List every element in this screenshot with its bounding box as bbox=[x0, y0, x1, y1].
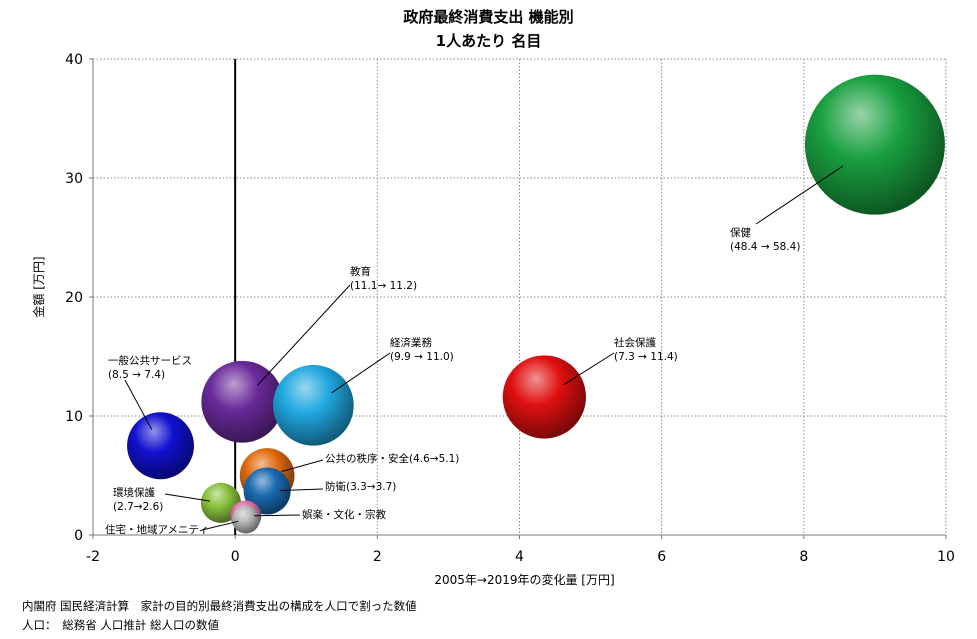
data-label-hoken: 保健 bbox=[730, 226, 751, 239]
y-axis-label: 金額 [万円] bbox=[31, 256, 46, 317]
leader-line-shakai bbox=[563, 352, 615, 386]
data-label-ippan: 一般公共サービス bbox=[108, 354, 192, 367]
data-label-value-shakai: (7.3 → 11.4) bbox=[614, 351, 678, 363]
leader-line-goraku bbox=[254, 514, 301, 517]
leader-line-kankyo bbox=[164, 493, 211, 502]
data-label-goraku: 娯楽・文化・宗教 bbox=[302, 508, 386, 521]
x-tick-label: 2 bbox=[373, 549, 382, 565]
data-label-shakai: 社会保護 bbox=[614, 336, 656, 349]
x-tick-label: 0 bbox=[231, 549, 240, 565]
x-tick-label: 6 bbox=[657, 549, 666, 565]
bubble-shakai bbox=[502, 355, 587, 439]
data-label-keizai: 経済業務 bbox=[390, 336, 432, 349]
bubble-boei bbox=[243, 467, 291, 515]
leader-line-boei bbox=[280, 488, 324, 492]
bubble-ippan bbox=[127, 412, 195, 480]
data-label-boei: 防衛(3.3→3.7) bbox=[325, 480, 396, 493]
leader-line-jutaku bbox=[201, 520, 239, 531]
data-label-value-ippan: (8.5 → 7.4) bbox=[108, 369, 165, 381]
source-note-2: 人口： 総務省 人口推計 総人口の数値 bbox=[22, 618, 220, 632]
data-label-kyoiku: 教育 bbox=[350, 265, 371, 278]
data-label-kankyo: 環境保護 bbox=[113, 486, 155, 499]
data-label-chitsujo: 公共の秩序・安全(4.6→5.1) bbox=[325, 452, 459, 465]
y-tick-label: 30 bbox=[65, 171, 83, 187]
bubble-keizai bbox=[273, 364, 354, 446]
source-note-1: 内閣府 国民経済計算 家計の目的別最終消費支出の構成を人口で割った数値 bbox=[22, 599, 417, 613]
leader-line-keizai bbox=[331, 352, 391, 394]
x-tick-label: 4 bbox=[515, 549, 524, 565]
chart-title-line1: 政府最終消費支出 機能別 bbox=[403, 8, 574, 26]
data-label-value-kyoiku: (11.1→ 11.2) bbox=[350, 280, 417, 292]
x-tick-label: -2 bbox=[86, 549, 100, 565]
leader-line-kyoiku bbox=[257, 284, 351, 386]
x-tick-label: 8 bbox=[799, 549, 808, 565]
y-tick-label: 40 bbox=[65, 52, 83, 68]
y-tick-label: 0 bbox=[74, 528, 83, 544]
x-tick-label: 10 bbox=[937, 549, 955, 565]
leader-line-ippan bbox=[124, 379, 153, 430]
data-label-jutaku: 住宅・地域アメニティ bbox=[105, 523, 209, 536]
data-label-value-keizai: (9.9 → 11.0) bbox=[390, 351, 454, 363]
y-tick-label: 20 bbox=[65, 290, 83, 306]
data-label-value-kankyo: (2.7→2.6) bbox=[113, 501, 163, 513]
y-tick-label: 10 bbox=[65, 409, 83, 425]
bubble-jutaku bbox=[231, 505, 260, 534]
data-label-value-hoken: (48.4 → 58.4) bbox=[730, 241, 800, 253]
leader-line-chitsujo bbox=[281, 459, 324, 472]
chart-title-line2: 1人あたり 名目 bbox=[435, 32, 542, 50]
leader-line-hoken bbox=[755, 165, 844, 225]
bubble-kyoiku bbox=[201, 360, 284, 443]
bubble-hoken bbox=[804, 74, 945, 215]
x-axis-label: 2005年→2019年の変化量 [万円] bbox=[434, 572, 614, 587]
